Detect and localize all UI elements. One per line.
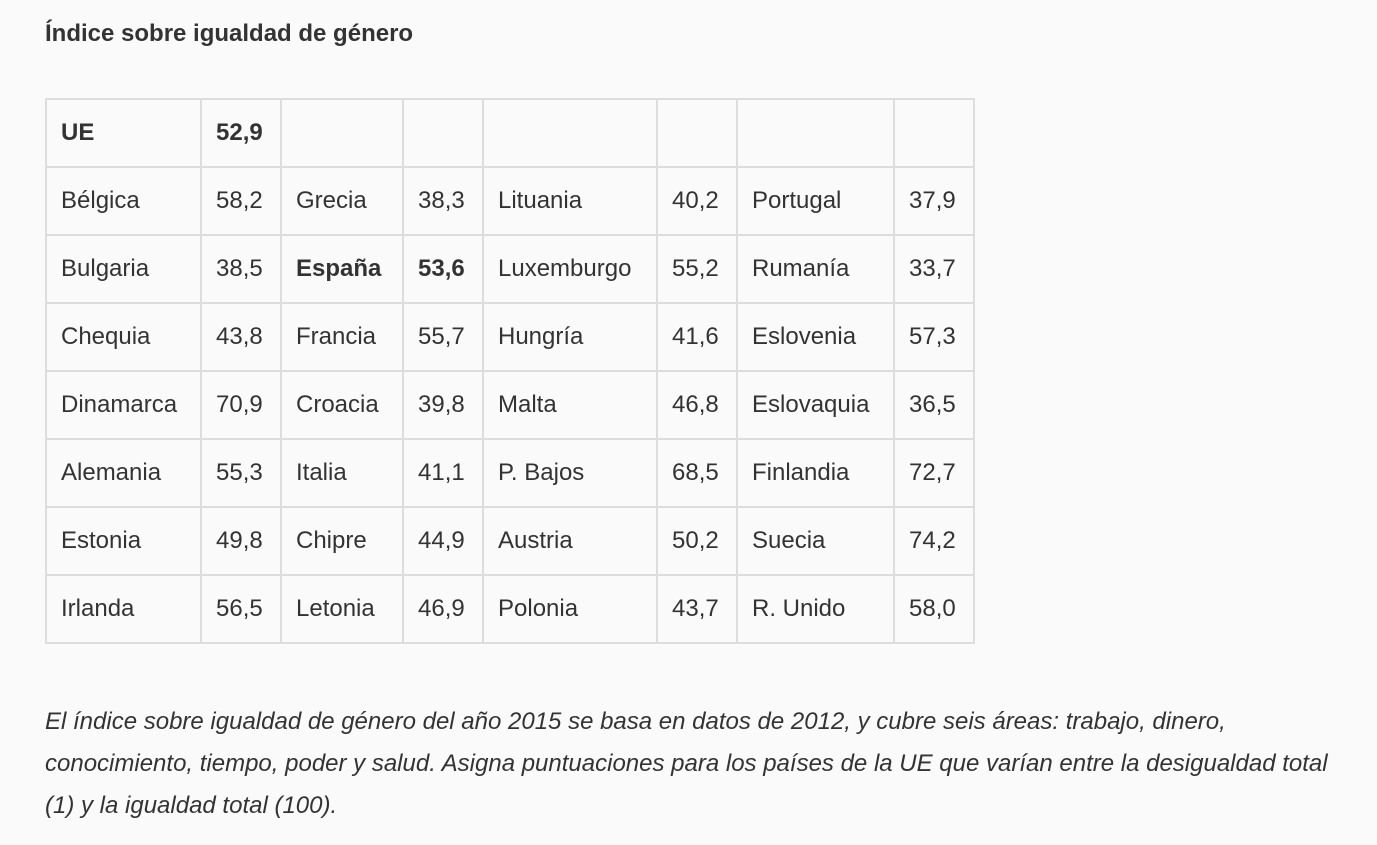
- country-cell: Alemania: [45, 438, 202, 508]
- country-cell: Irlanda: [45, 574, 202, 644]
- country-cell: Bélgica: [45, 166, 202, 236]
- score-cell: [656, 98, 738, 168]
- country-cell: Letonia: [280, 574, 404, 644]
- country-cell: Bulgaria: [45, 234, 202, 304]
- score-cell: 58,2: [200, 166, 282, 236]
- country-cell: Chipre: [280, 506, 404, 576]
- country-cell: Suecia: [736, 506, 895, 576]
- country-cell: España: [280, 234, 404, 304]
- country-cell: Eslovenia: [736, 302, 895, 372]
- country-cell: [280, 98, 404, 168]
- score-cell: 52,9: [200, 98, 282, 168]
- score-cell: 43,8: [200, 302, 282, 372]
- country-cell: R. Unido: [736, 574, 895, 644]
- score-cell: [402, 98, 484, 168]
- country-cell: Croacia: [280, 370, 404, 440]
- score-cell: 38,5: [200, 234, 282, 304]
- score-cell: 74,2: [893, 506, 975, 576]
- score-cell: 68,5: [656, 438, 738, 508]
- country-cell: Lituania: [482, 166, 658, 236]
- country-cell: Italia: [280, 438, 404, 508]
- score-cell: 56,5: [200, 574, 282, 644]
- table-row: UE 52,9: [45, 98, 975, 168]
- score-cell: 49,8: [200, 506, 282, 576]
- table-row: Estonia 49,8 Chipre 44,9 Austria 50,2 Suecia 74…: [45, 506, 975, 576]
- table-body: UE 52,9 Bélgica 58,2 Grecia 38,3 Lituania 40,2 P…: [45, 98, 975, 644]
- score-cell: 55,7: [402, 302, 484, 372]
- table-row: Chequia 43,8 Francia 55,7 Hungría 41,6 Esloven…: [45, 302, 975, 372]
- score-cell: 33,7: [893, 234, 975, 304]
- score-cell: 70,9: [200, 370, 282, 440]
- gender-equality-table: UE 52,9 Bélgica 58,2 Grecia 38,3 Lituania 40,2 P…: [45, 98, 975, 644]
- score-cell: 38,3: [402, 166, 484, 236]
- table-row: Bélgica 58,2 Grecia 38,3 Lituania 40,2 Portuga…: [45, 166, 975, 236]
- country-cell: Estonia: [45, 506, 202, 576]
- score-cell: 55,3: [200, 438, 282, 508]
- score-cell: 41,6: [656, 302, 738, 372]
- country-cell: P. Bajos: [482, 438, 658, 508]
- table-row: Bulgaria 38,5 España 53,6 Luxemburgo 55,2 Ruma…: [45, 234, 975, 304]
- score-cell: 43,7: [656, 574, 738, 644]
- score-cell: 37,9: [893, 166, 975, 236]
- country-cell: Hungría: [482, 302, 658, 372]
- country-cell: Austria: [482, 506, 658, 576]
- country-cell: Dinamarca: [45, 370, 202, 440]
- country-cell: Portugal: [736, 166, 895, 236]
- country-cell: UE: [45, 98, 202, 168]
- score-cell: 72,7: [893, 438, 975, 508]
- score-cell: [893, 98, 975, 168]
- score-cell: 50,2: [656, 506, 738, 576]
- country-cell: Grecia: [280, 166, 404, 236]
- country-cell: [482, 98, 658, 168]
- score-cell: 57,3: [893, 302, 975, 372]
- score-cell: 46,9: [402, 574, 484, 644]
- score-cell: 40,2: [656, 166, 738, 236]
- country-cell: Chequia: [45, 302, 202, 372]
- table-row: Dinamarca 70,9 Croacia 39,8 Malta 46,8 Eslovaq…: [45, 370, 975, 440]
- score-cell: 41,1: [402, 438, 484, 508]
- score-cell: 58,0: [893, 574, 975, 644]
- footnote: El índice sobre igualdad de género del a…: [45, 708, 1328, 819]
- country-cell: Finlandia: [736, 438, 895, 508]
- score-cell: 55,2: [656, 234, 738, 304]
- country-cell: Luxemburgo: [482, 234, 658, 304]
- country-cell: Malta: [482, 370, 658, 440]
- country-cell: [736, 98, 895, 168]
- country-cell: Polonia: [482, 574, 658, 644]
- table-row: Irlanda 56,5 Letonia 46,9 Polonia 43,7 R. Unid…: [45, 574, 975, 644]
- score-cell: 44,9: [402, 506, 484, 576]
- country-cell: Francia: [280, 302, 404, 372]
- score-cell: 36,5: [893, 370, 975, 440]
- country-cell: Eslovaquia: [736, 370, 895, 440]
- score-cell: 53,6: [402, 234, 484, 304]
- score-cell: 46,8: [656, 370, 738, 440]
- score-cell: 39,8: [402, 370, 484, 440]
- table-row: Alemania 55,3 Italia 41,1 P. Bajos 68,5 Finlan…: [45, 438, 975, 508]
- country-cell: Rumanía: [736, 234, 895, 304]
- page-title: Índice sobre igualdad de género: [45, 20, 414, 47]
